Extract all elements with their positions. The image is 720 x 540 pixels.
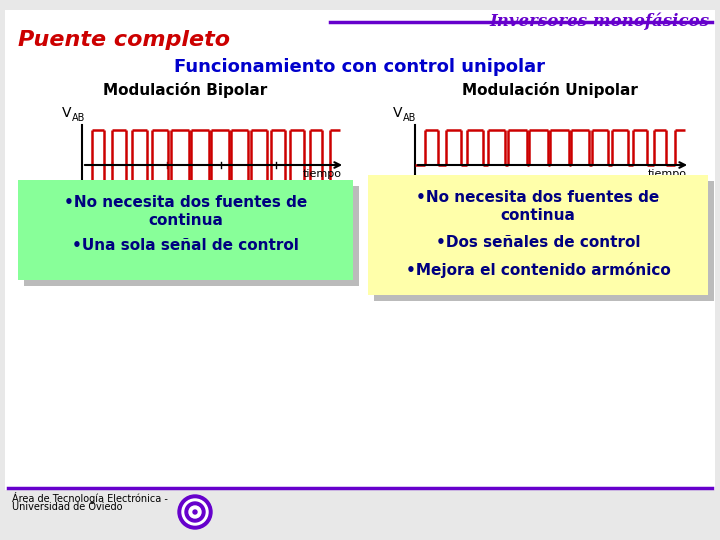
FancyBboxPatch shape [24,186,359,286]
Text: AB: AB [403,113,416,123]
Text: •Dos señales de control: •Dos señales de control [436,235,640,250]
Text: tiempo: tiempo [648,169,687,179]
Text: Modulación Unipolar: Modulación Unipolar [462,82,638,98]
Text: V: V [393,106,402,120]
Text: Área de Tecnología Electrónica -: Área de Tecnología Electrónica - [12,492,168,504]
Text: •Mejora el contenido armónico: •Mejora el contenido armónico [405,262,670,278]
Text: tiempo: tiempo [303,169,342,179]
FancyBboxPatch shape [368,175,708,295]
Text: Funcionamiento con control unipolar: Funcionamiento con control unipolar [174,58,546,76]
Text: continua: continua [148,213,223,228]
Text: AB: AB [72,113,86,123]
Text: Universidad de Oviedo: Universidad de Oviedo [12,502,122,512]
Circle shape [185,502,205,522]
Text: •Una sola señal de control: •Una sola señal de control [72,238,299,253]
Text: V: V [62,106,71,120]
Circle shape [189,506,201,518]
Circle shape [193,510,197,514]
Text: continua: continua [500,208,575,223]
Text: Puente completo: Puente completo [18,30,230,50]
Circle shape [178,495,212,529]
FancyBboxPatch shape [18,180,353,280]
Circle shape [182,499,208,525]
Text: Inversores monofásicos: Inversores monofásicos [490,13,710,30]
Text: Modulación Bipolar: Modulación Bipolar [103,82,267,98]
FancyBboxPatch shape [374,181,714,301]
Text: •No necesita dos fuentes de: •No necesita dos fuentes de [416,190,660,205]
Text: •No necesita dos fuentes de: •No necesita dos fuentes de [64,195,307,210]
FancyBboxPatch shape [5,10,715,490]
